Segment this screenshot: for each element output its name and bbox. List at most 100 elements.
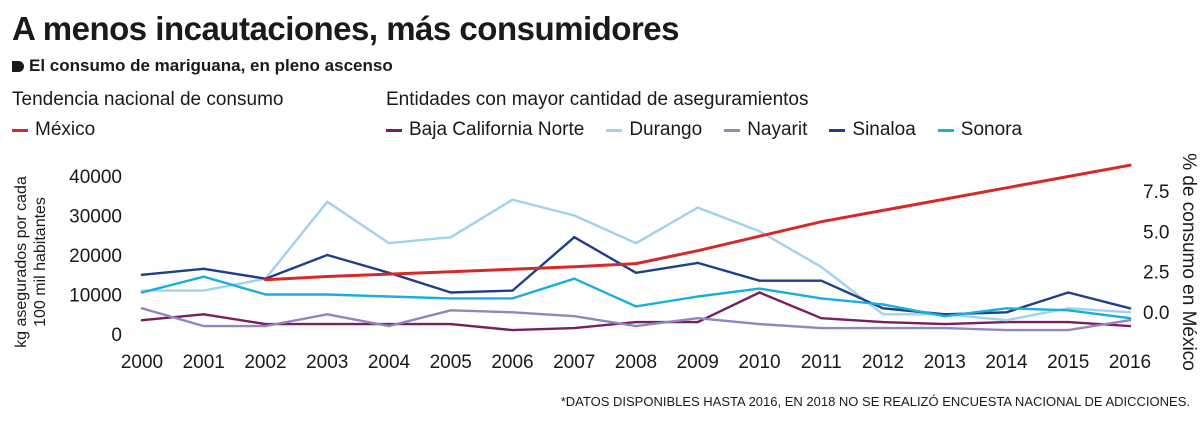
legend-label-sonora: Sonora [960, 119, 1023, 140]
data-point-nayarit [881, 326, 885, 330]
data-point-durango [511, 198, 514, 201]
data-point-durango [820, 265, 823, 269]
legend-swatch-nayarit [724, 128, 741, 132]
data-point-sonora [326, 293, 329, 296]
x-axis-tick-label: 2006 [491, 352, 533, 373]
left-axis-tick-label: 0 [111, 325, 122, 346]
data-point-sonora [202, 275, 205, 278]
data-point-baja-california-norte [696, 320, 699, 324]
right-axis-tick-label: 7.5 [1143, 182, 1169, 203]
legend-item-sonora: Sonora [937, 119, 1023, 141]
data-point-nayarit [1067, 328, 1070, 332]
subtitle-text: El consumo de mariguana, en pleno ascens… [29, 56, 393, 75]
data-point-baja-california-norte [634, 320, 638, 324]
data-point-sinaloa [140, 273, 144, 276]
data-point-baja-california-norte [1067, 320, 1070, 324]
left-axis-tick-label: 10000 [69, 286, 122, 307]
data-point-sonora [1005, 307, 1008, 310]
x-axis-tick-label: 2007 [553, 352, 595, 373]
data-point-sonora [820, 297, 823, 300]
legend-item-durango: Durango [606, 119, 702, 141]
legend-swatch-baja-california-norte [386, 128, 402, 132]
data-point-sonora [696, 295, 699, 298]
x-axis-tick-label: 2013 [924, 352, 966, 373]
data-point-durango [573, 214, 576, 217]
legend-item-baja-california-norte: Baja California Norte [386, 119, 584, 141]
data-point-mexico [449, 270, 452, 273]
legend-states: Baja California Norte Durango Nayarit Sinal… [386, 119, 1044, 141]
data-point-durango [449, 236, 452, 239]
data-point-sinaloa [573, 236, 576, 239]
right-axis-tick-label: 2.5 [1143, 263, 1169, 284]
right-legend-group-title: Entidades con mayor cantidad de aseguram… [386, 89, 809, 110]
data-point-baja-california-norte [140, 319, 144, 322]
data-point-baja-california-norte [820, 317, 823, 320]
data-point-nayarit [820, 326, 823, 330]
legend-item-nayarit: Nayarit [724, 119, 807, 141]
data-point-sonora [387, 295, 391, 298]
data-point-baja-california-norte [326, 322, 329, 326]
data-point-mexico [696, 249, 699, 252]
x-axis-tick-label: 2012 [862, 352, 904, 373]
data-point-baja-california-norte [1128, 324, 1132, 328]
x-axis-tick-label: 2015 [1047, 352, 1089, 373]
legend-swatch-sonora [937, 128, 954, 132]
data-point-mexico [511, 268, 514, 271]
data-point-nayarit [140, 307, 144, 310]
data-point-nayarit [634, 324, 638, 328]
data-point-sinaloa [1005, 311, 1008, 314]
data-point-nayarit [758, 322, 761, 326]
series-line-durango [140, 198, 1132, 322]
data-point-sinaloa [326, 253, 329, 257]
data-point-sinaloa [449, 291, 452, 294]
data-point-sinaloa [881, 307, 885, 310]
data-point-nayarit [1005, 328, 1008, 332]
data-point-sonora [881, 303, 885, 306]
data-point-sinaloa [511, 289, 514, 292]
data-point-sinaloa [634, 271, 638, 274]
left-axis-tick-label: 20000 [69, 246, 122, 267]
x-axis-tick-label: 2014 [985, 352, 1028, 373]
data-point-nayarit [449, 309, 452, 312]
data-point-sinaloa [758, 279, 761, 282]
right-axis-tick-label: 5.0 [1143, 222, 1169, 243]
data-point-sonora [1067, 309, 1070, 312]
data-point-mexico [387, 272, 391, 276]
data-point-nayarit [1128, 319, 1132, 322]
data-point-durango [696, 206, 699, 209]
data-point-durango [881, 313, 885, 316]
data-point-nayarit [696, 317, 699, 320]
data-point-sinaloa [202, 267, 205, 270]
data-point-nayarit [943, 326, 946, 330]
data-point-sonora [511, 297, 514, 300]
data-point-baja-california-norte [264, 322, 267, 326]
x-axis-tick-label: 2016 [1109, 352, 1151, 373]
legend-item-mexico: México [12, 119, 95, 141]
data-point-mexico [881, 209, 885, 212]
data-point-mexico [264, 278, 267, 281]
right-axis-title: % de consumo en México [1178, 153, 1199, 371]
legend-label-baja-california-norte: Baja California Norte [409, 119, 585, 140]
x-axis-tick-label: 2004 [368, 352, 411, 373]
data-point-durango [634, 242, 638, 245]
x-axis-tick-label: 2002 [244, 352, 286, 373]
data-point-sonora [449, 297, 452, 300]
footnote: *DATOS DISPONIBLES HASTA 2016, EN 2018 N… [560, 394, 1190, 409]
legend-swatch-sinaloa [829, 128, 846, 132]
data-point-durango [387, 242, 391, 245]
data-point-sonora [634, 305, 638, 308]
x-axis-tick-label: 2003 [306, 352, 348, 373]
data-point-baja-california-norte [449, 322, 452, 326]
legend-label-sinaloa: Sinaloa [852, 119, 916, 140]
x-axis-tick-label: 2005 [430, 352, 472, 373]
data-point-baja-california-norte [511, 328, 514, 332]
data-point-sonora [264, 293, 267, 296]
data-point-mexico [1128, 164, 1132, 167]
right-axis-tick-label: 0.0 [1143, 303, 1169, 324]
line-chart: 40000 30000 20000 10000 0 7.5 5.0 2.5 0.0 2000 200… [13, 153, 1199, 373]
left-legend-group-title: Tendencia nacional de consumo [12, 89, 284, 110]
data-point-mexico [634, 262, 638, 265]
data-point-sinaloa [696, 261, 699, 265]
data-point-sonora [1128, 317, 1132, 320]
data-point-durango [1067, 307, 1070, 310]
